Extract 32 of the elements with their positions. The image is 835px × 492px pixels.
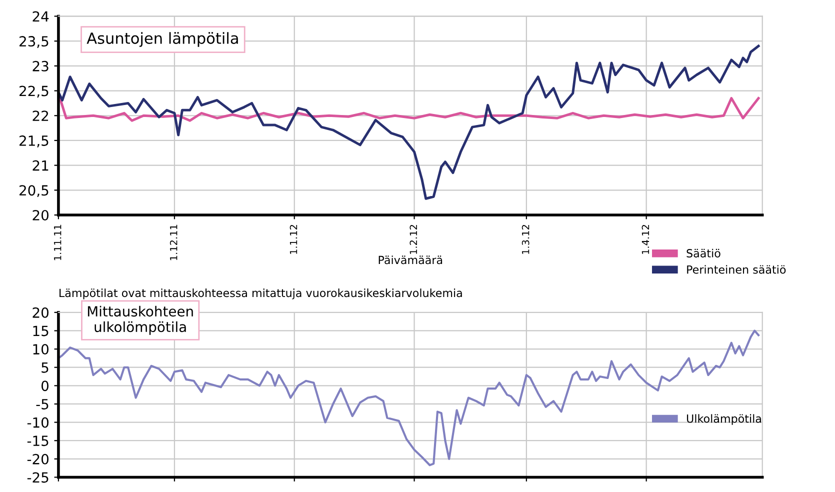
legend-label: Säätiö: [686, 248, 720, 258]
y-tick-label: 0: [42, 380, 48, 392]
y-tick-label: 15: [33, 326, 48, 336]
y-tick-label: 24: [32, 11, 49, 22]
legend-label: Perinteinen säätiö: [687, 265, 786, 274]
y-tick-label: 22: [32, 110, 48, 121]
y-tick-label: 20: [32, 307, 48, 318]
x-tick-label: 1.12.11: [170, 224, 178, 260]
y-tick-label: 5: [42, 362, 48, 373]
y-tick-label: -15: [27, 436, 48, 446]
y-tick-label: 22,5: [20, 86, 48, 98]
text: Asuntojen lämpötila: [86, 32, 238, 47]
legend-label: Ulkolämpötila: [686, 414, 761, 425]
y-tick-label: 23: [32, 60, 48, 72]
x-tick-label: 1.11.11: [54, 224, 62, 260]
y-tick-label: -10: [27, 417, 48, 428]
y-tick-label: -5: [36, 399, 48, 410]
y-tick-label: -20: [27, 454, 48, 464]
y-tick-label: -25: [27, 472, 48, 483]
x-tick-label: 1.4.12: [642, 225, 650, 254]
y-tick-label: 23,5: [20, 36, 48, 48]
y-tick-label: 21: [32, 160, 48, 171]
y-tick-label: 20,5: [20, 185, 48, 198]
x-axis-title: Päivämäärä: [378, 256, 442, 264]
y-tick-label: 20: [32, 210, 48, 220]
x-tick-label: 1.2.12: [410, 225, 417, 254]
x-tick-label: 1.1.12: [290, 225, 298, 254]
y-tick-label: 10: [33, 344, 48, 355]
text: Lämpötilat ovat mittauskohteessa mitattuja vuorokausikeskiarvolukemia: [60, 288, 462, 300]
x-tick-label: 1.3.12: [522, 225, 530, 254]
chart-title: Mittauskohteen ulkolömpötila: [88, 306, 193, 335]
y-tick-label: 21,5: [20, 135, 48, 148]
